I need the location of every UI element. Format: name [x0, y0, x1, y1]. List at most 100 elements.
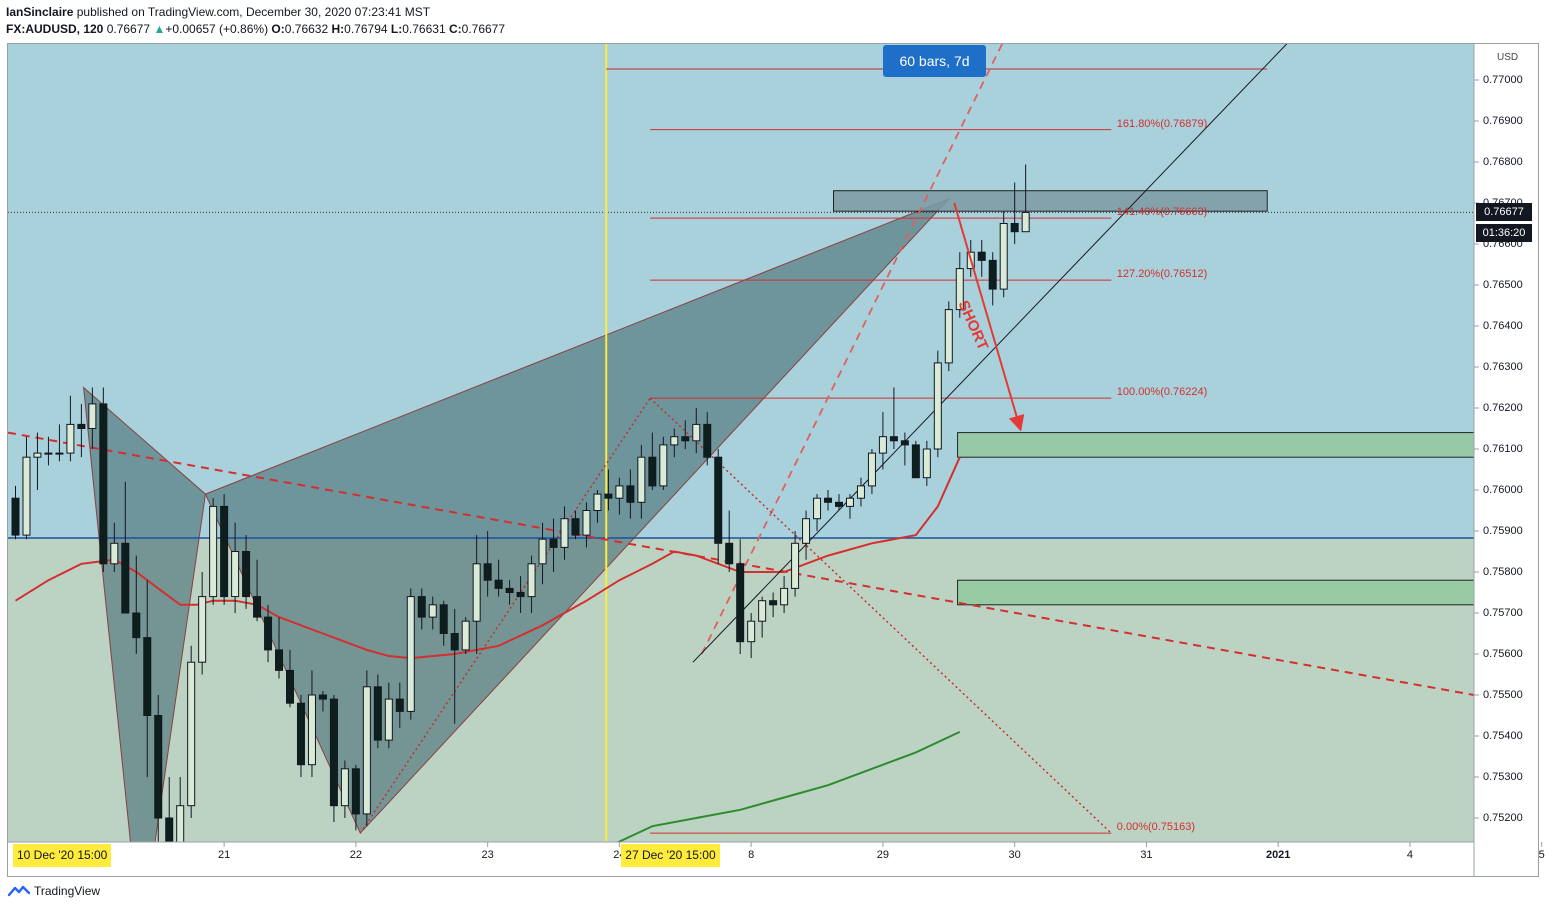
x-tick-label: 4: [1406, 849, 1414, 861]
candle: [428, 596, 437, 630]
candle: [165, 777, 174, 842]
moving-average-green: [616, 730, 961, 842]
candle: [922, 440, 931, 486]
candle: [626, 469, 635, 519]
candle: [242, 535, 251, 609]
change-value: +0.00657 (+0.86%): [165, 22, 269, 36]
y-tick-label: 0.76400: [1483, 320, 1523, 332]
current-price-badge: 0.76677: [1476, 203, 1532, 222]
candle: [11, 485, 20, 540]
published-text: published on TradingView.com, December 3…: [76, 5, 431, 19]
pattern-left-triangle: [82, 386, 206, 842]
y-tick-label: 0.75600: [1483, 648, 1523, 660]
x-tick-label: 21: [217, 849, 231, 861]
candle: [977, 239, 986, 277]
candle: [780, 576, 789, 613]
candle: [747, 613, 756, 659]
candle: [725, 510, 734, 572]
high-value: 0.76794: [344, 22, 388, 36]
target-zone-upper[interactable]: [957, 432, 1474, 458]
fib-dotted-leg-up: [359, 397, 651, 834]
candle: [944, 301, 953, 372]
candle: [318, 690, 327, 712]
candle: [999, 211, 1008, 298]
candle: [637, 444, 646, 519]
candle: [692, 408, 701, 454]
candle: [187, 645, 196, 818]
candle: [494, 559, 503, 597]
candle: [549, 518, 558, 572]
candle: [582, 502, 591, 548]
candle: [670, 428, 679, 458]
candle: [758, 596, 767, 638]
candle: [132, 555, 141, 654]
candle: [845, 494, 854, 519]
candle: [439, 600, 448, 646]
candle: [33, 432, 42, 490]
tradingview-brand: TradingView: [34, 884, 101, 898]
candle: [22, 436, 31, 540]
y-tick-label: 0.75200: [1483, 812, 1523, 824]
candle: [307, 670, 316, 777]
candle: [835, 494, 843, 511]
candle: [55, 424, 64, 462]
candle: [648, 432, 657, 490]
candle: [286, 649, 294, 708]
candle: [384, 682, 393, 749]
x-tick-label: 30: [1008, 849, 1021, 861]
x-tick-label: 29: [876, 849, 890, 861]
chart-frame: [7, 43, 1539, 877]
last-price: 0.76677: [106, 22, 151, 36]
fib-label: 141.40%(0.76663): [1116, 206, 1208, 219]
x-tick-label: 5: [1538, 849, 1545, 861]
open-value: 0.76632: [284, 22, 329, 36]
candle: [461, 617, 470, 654]
y-tick-label: 0.75300: [1483, 771, 1523, 783]
candle: [1010, 182, 1019, 244]
candle: [264, 604, 273, 663]
currency-label: USD: [1497, 52, 1519, 63]
candle: [373, 674, 382, 749]
low-label: L:: [390, 22, 403, 36]
close-label: C:: [448, 22, 462, 36]
candle: [483, 531, 492, 597]
close-value: 0.76677: [461, 22, 506, 36]
tradingview-logo[interactable]: TradingView: [8, 882, 100, 900]
resistance-zone[interactable]: [833, 190, 1268, 212]
y-tick-label: 0.76200: [1483, 402, 1523, 414]
short-arrow: [953, 202, 1025, 432]
candle: [121, 481, 130, 614]
candle: [878, 412, 887, 470]
candle: [538, 522, 547, 585]
symbol[interactable]: FX:AUDUSD, 120: [6, 22, 104, 36]
y-tick-label: 0.77000: [1483, 74, 1523, 86]
fib-lines[interactable]: [650, 129, 1112, 834]
fib-label: 100.00%(0.76224): [1116, 386, 1208, 399]
candle: [450, 608, 459, 724]
candle: [77, 403, 86, 458]
y-tick-label: 0.75800: [1483, 566, 1523, 578]
fib-dotted-leg-down: [649, 397, 1112, 834]
fib-label: 0.00%(0.75163): [1116, 821, 1196, 834]
candle: [275, 617, 284, 679]
candle: [615, 477, 624, 515]
candle: [900, 432, 909, 466]
candle: [769, 592, 778, 618]
measure-badge[interactable]: 60 bars, 7d: [883, 45, 986, 77]
candle: [154, 695, 163, 842]
candle: [143, 580, 152, 777]
x-tick-label: 8: [748, 849, 755, 861]
candle: [220, 494, 229, 605]
low-value: 0.76631: [402, 22, 446, 36]
candle: [681, 420, 690, 449]
target-zone-lower[interactable]: [957, 579, 1474, 606]
candle: [395, 682, 404, 728]
candle: [99, 387, 108, 572]
y-tick-label: 0.75700: [1483, 607, 1523, 619]
dashed-uptrend-line[interactable]: [700, 19, 1015, 655]
y-tick-label: 0.76100: [1483, 443, 1523, 455]
x-tick-label: 2021: [1265, 849, 1291, 861]
candle: [736, 539, 745, 654]
author-name[interactable]: IanSinclaire: [6, 5, 74, 19]
